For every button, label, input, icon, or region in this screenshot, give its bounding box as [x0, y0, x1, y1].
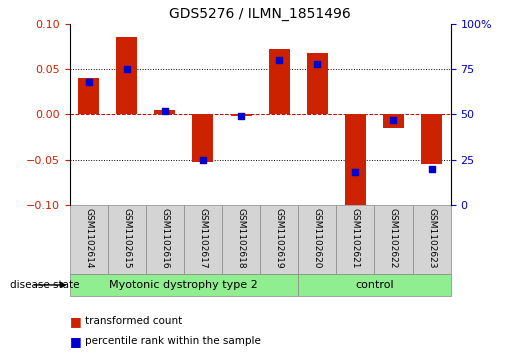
Text: GSM1102623: GSM1102623	[427, 208, 436, 268]
Text: GSM1102619: GSM1102619	[274, 208, 284, 269]
Bar	[413, 205, 451, 274]
Bar	[108, 205, 146, 274]
Bar	[154, 110, 175, 114]
Bar	[231, 114, 251, 116]
Point	[84, 79, 93, 85]
Bar	[78, 78, 99, 114]
Bar	[70, 274, 298, 296]
Bar	[383, 114, 404, 128]
Bar	[146, 205, 184, 274]
Text: ■: ■	[70, 335, 81, 348]
Bar	[298, 205, 336, 274]
Bar	[193, 114, 213, 162]
Title: GDS5276 / ILMN_1851496: GDS5276 / ILMN_1851496	[169, 7, 351, 21]
Point	[275, 57, 283, 63]
Bar	[116, 37, 137, 114]
Point	[389, 117, 398, 123]
Bar	[421, 114, 442, 164]
Bar	[184, 205, 222, 274]
Text: GSM1102621: GSM1102621	[351, 208, 360, 268]
Bar	[374, 205, 413, 274]
Text: GSM1102616: GSM1102616	[160, 208, 169, 269]
Text: control: control	[355, 280, 394, 290]
Bar	[336, 205, 374, 274]
Point	[351, 170, 359, 175]
Bar	[269, 49, 289, 114]
Text: transformed count: transformed count	[85, 316, 182, 326]
Text: GSM1102620: GSM1102620	[313, 208, 322, 268]
Text: GSM1102618: GSM1102618	[236, 208, 246, 269]
Text: ■: ■	[70, 315, 81, 328]
Bar	[298, 274, 451, 296]
Bar	[307, 53, 328, 114]
Text: GSM1102614: GSM1102614	[84, 208, 93, 268]
Point	[313, 61, 321, 66]
Text: GSM1102622: GSM1102622	[389, 208, 398, 268]
Text: percentile rank within the sample: percentile rank within the sample	[85, 336, 261, 346]
Point	[123, 66, 131, 72]
Point	[237, 113, 245, 119]
Bar	[260, 205, 298, 274]
Text: GSM1102617: GSM1102617	[198, 208, 208, 269]
Bar	[345, 114, 366, 205]
Point	[427, 166, 436, 172]
Text: disease state: disease state	[10, 280, 80, 290]
Bar	[222, 205, 260, 274]
Text: Myotonic dystrophy type 2: Myotonic dystrophy type 2	[110, 280, 258, 290]
Bar	[70, 205, 108, 274]
Point	[199, 157, 207, 163]
Point	[161, 108, 169, 114]
Text: GSM1102615: GSM1102615	[122, 208, 131, 269]
